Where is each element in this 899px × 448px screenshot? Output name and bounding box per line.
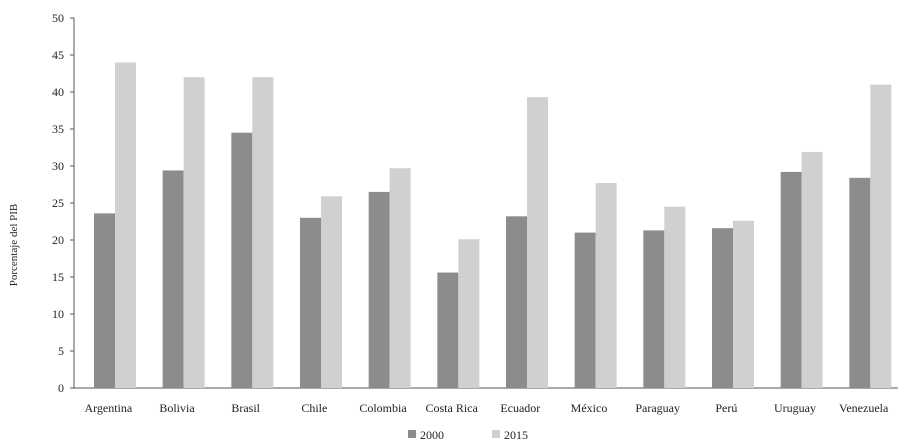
bar-2015-colombia	[389, 168, 411, 388]
y-tick-label: 10	[52, 307, 64, 321]
bar-2000-ecuador	[506, 216, 527, 388]
bar-2000-méxico	[574, 232, 596, 388]
bar-2000-venezuela	[849, 177, 871, 388]
x-tick-label: Venezuela	[839, 401, 889, 415]
bar-2000-costa-rica	[437, 272, 459, 388]
x-tick-label: Uruguay	[774, 401, 816, 415]
y-tick-label: 50	[52, 11, 64, 25]
y-tick-label: 30	[52, 159, 64, 173]
bar-2015-perú	[733, 220, 754, 388]
x-tick-label: Costa Rica	[426, 401, 479, 415]
legend-label-2015: 2015	[504, 428, 528, 442]
bar-2015-bolivia	[183, 77, 205, 388]
bar-2015-argentina	[115, 62, 136, 389]
bar-2015-brasil	[252, 77, 274, 388]
y-tick-label: 15	[52, 270, 64, 284]
bar-2000-paraguay	[643, 230, 665, 388]
y-tick-label: 35	[52, 122, 64, 136]
x-tick-label: Argentina	[84, 401, 132, 415]
y-tick-label: 0	[58, 381, 64, 395]
y-tick-label: 5	[58, 344, 64, 358]
bar-2015-venezuela	[870, 84, 892, 388]
legend-swatch-2015	[492, 430, 500, 438]
plot-area: 0 5 10 15 20 25 30 35 40 45 50 Argentina Bolivia Bras…	[52, 11, 898, 442]
bar-2015-ecuador	[527, 97, 548, 389]
x-tick-label: Brasil	[231, 401, 260, 415]
y-tick-label: 25	[52, 196, 64, 210]
x-tick-label: Colombia	[359, 401, 407, 415]
bar-2000-brasil	[231, 132, 253, 388]
bar-2000-bolivia	[162, 170, 184, 388]
x-tick-label: Ecuador	[500, 401, 540, 415]
y-axis-title: Porcentaje del PIB	[8, 204, 20, 286]
bar-2000-colombia	[368, 191, 390, 388]
bar-2015-paraguay	[664, 206, 686, 388]
bar-2000-argentina	[94, 213, 115, 388]
bar-2000-uruguay	[780, 171, 802, 388]
bar-2015-costa-rica	[458, 239, 480, 388]
y-tick-label: 45	[52, 48, 64, 62]
x-tick-label: Paraguay	[635, 401, 680, 415]
y-tick-label: 40	[52, 85, 64, 99]
x-tick-label: Perú	[715, 401, 737, 415]
bar-2000-perú	[712, 228, 733, 388]
legend-swatch-2000	[408, 430, 416, 438]
bar-2000-chile	[300, 217, 321, 388]
x-tick-label: Chile	[301, 401, 327, 415]
bar-2015-méxico	[595, 183, 617, 388]
legend-label-2000: 2000	[420, 428, 444, 442]
bar-2015-uruguay	[801, 151, 823, 388]
bar-2015-chile	[321, 196, 342, 388]
x-tick-label: Bolivia	[159, 401, 195, 415]
y-tick-label: 20	[52, 233, 64, 247]
x-tick-label: México	[571, 401, 608, 415]
